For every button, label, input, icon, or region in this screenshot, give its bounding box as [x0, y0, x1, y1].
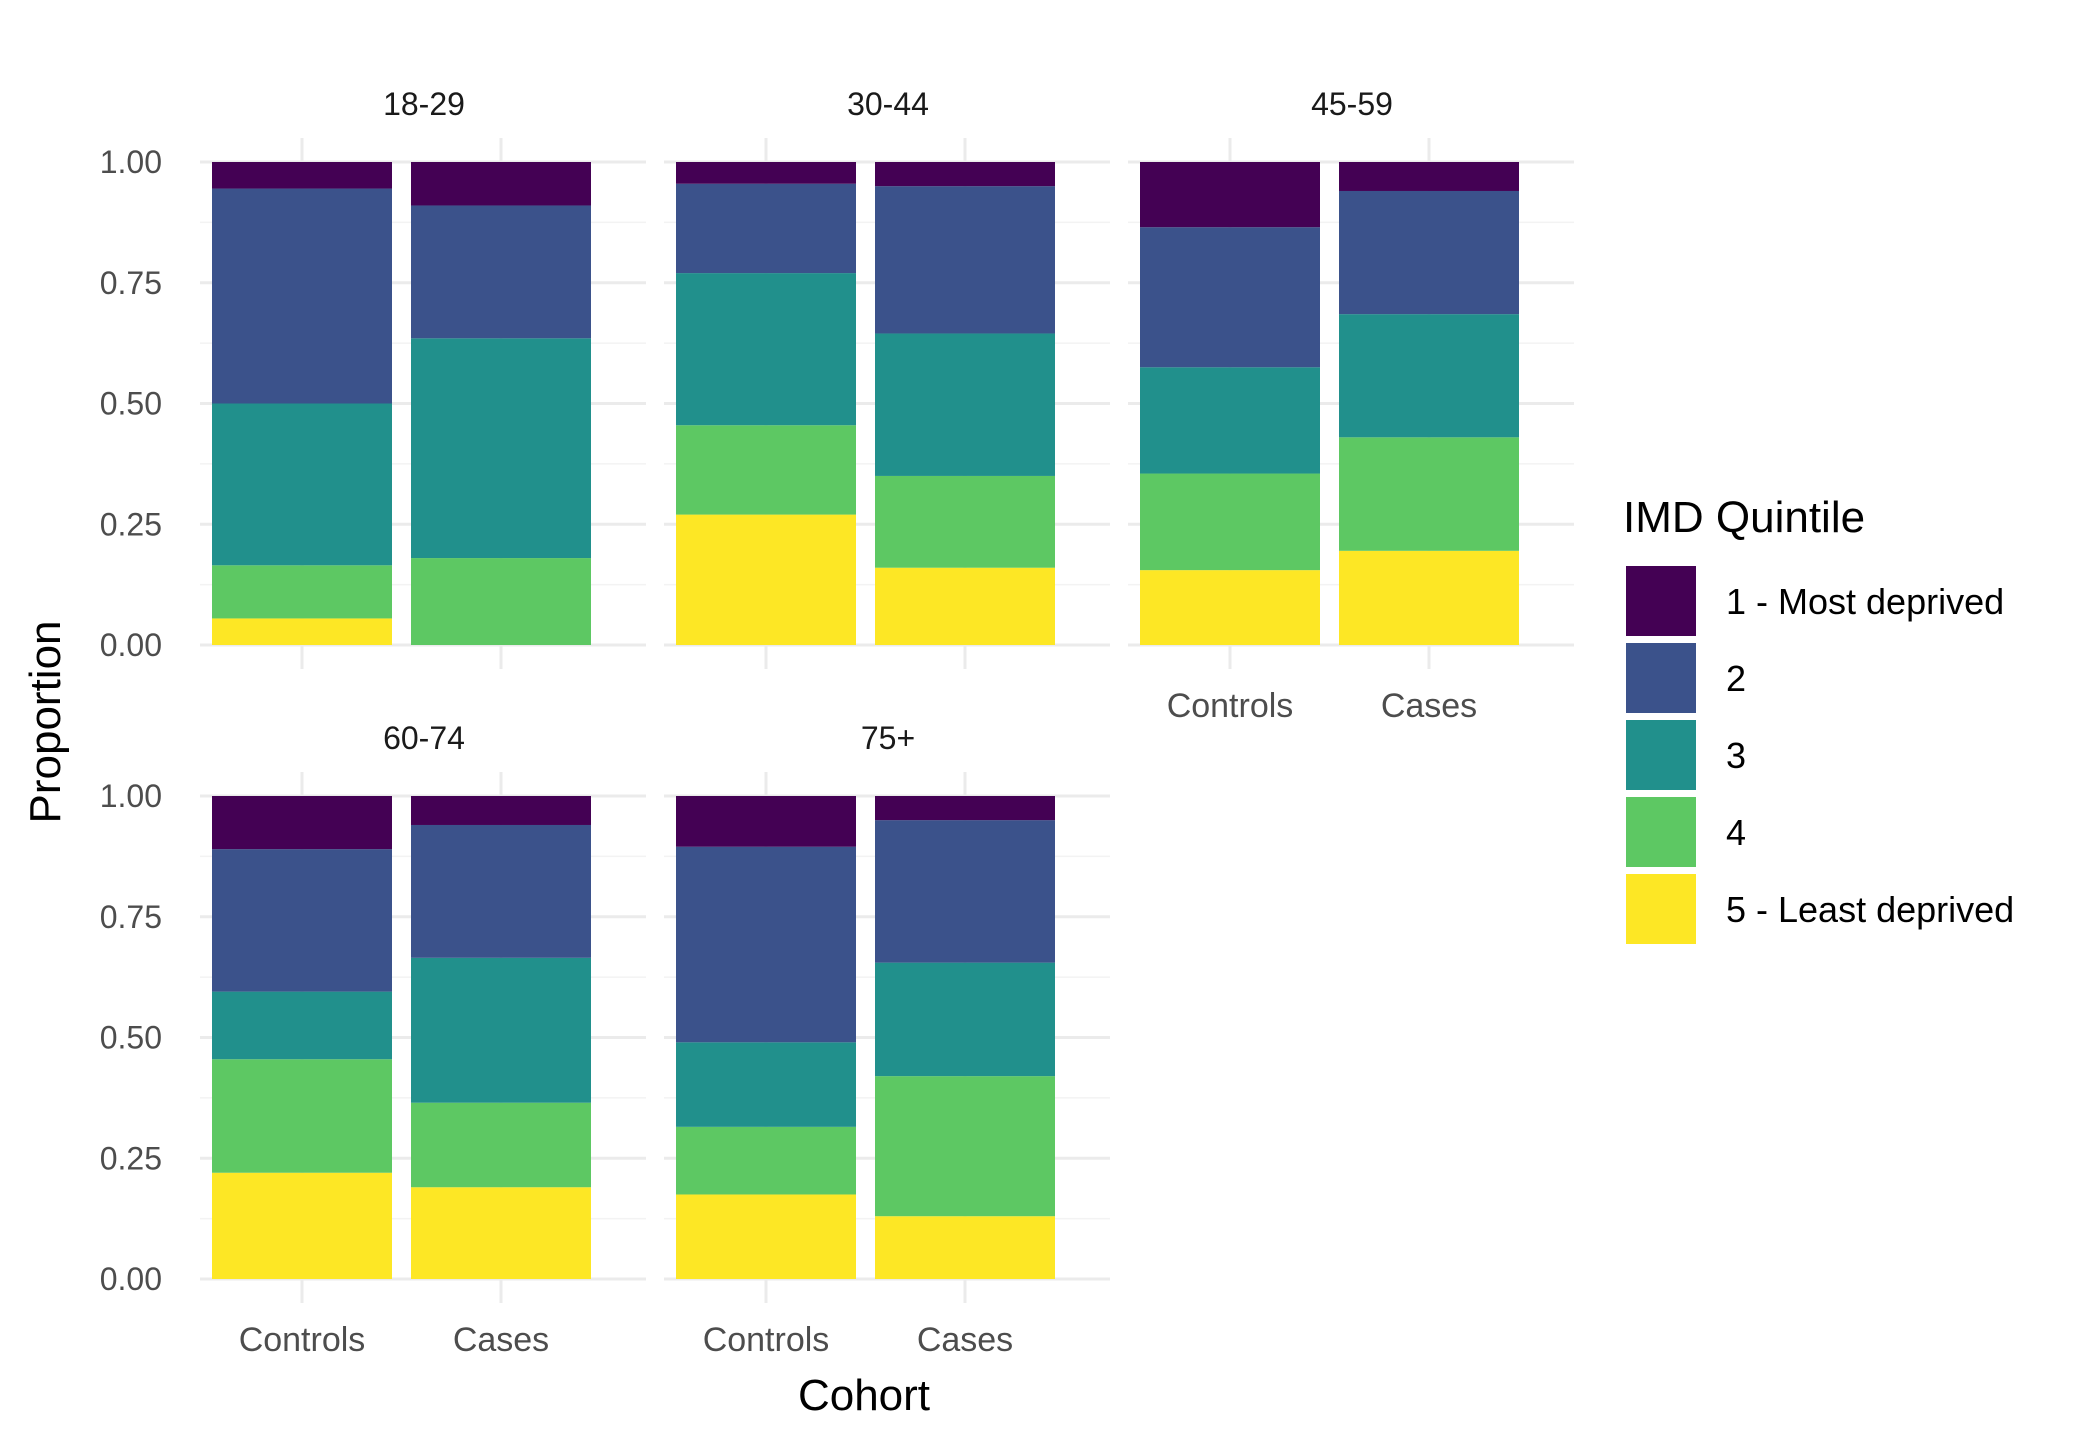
bar-segment-cases-q1 — [875, 796, 1055, 821]
bar-segment-cases-q2 — [411, 205, 591, 339]
bar-segment-cases-q4 — [1339, 437, 1519, 551]
bar-segment-cases-q2 — [411, 824, 591, 958]
legend-title: IMD Quintile — [1623, 493, 1865, 542]
legend-swatch — [1626, 797, 1696, 867]
facet-30-44: 30-44 — [664, 86, 1110, 669]
bar-segment-cases-q1 — [411, 796, 591, 825]
bar-segment-cases-q3 — [875, 962, 1055, 1077]
bar-segment-controls-q5 — [1140, 570, 1320, 645]
y-tick-label: 0.25 — [100, 1140, 162, 1176]
y-tick-label: 0.00 — [100, 627, 162, 663]
bar-segment-controls-q5 — [676, 514, 856, 645]
bar-segment-controls-q2 — [676, 846, 856, 1043]
bar-segment-controls-q2 — [676, 183, 856, 274]
y-tick-label: 0.25 — [100, 506, 162, 542]
legend-label: 2 — [1726, 658, 1746, 699]
legend-label: 5 - Least deprived — [1726, 889, 2014, 930]
bar-segment-cases-q4 — [411, 1102, 591, 1188]
bar-segment-controls-q4 — [676, 1126, 856, 1195]
y-tick-label: 0.75 — [100, 265, 162, 301]
bar-segment-controls-q1 — [676, 162, 856, 184]
bar-segment-controls-q3 — [676, 1042, 856, 1127]
x-tick-label: Cases — [453, 1321, 549, 1359]
bar-segment-controls-q3 — [676, 273, 856, 426]
bar-segment-cases-q3 — [411, 338, 591, 559]
bar-segment-controls-q2 — [1140, 227, 1320, 368]
bar-segment-controls-q4 — [212, 1059, 392, 1173]
x-tick-label: Controls — [703, 1321, 830, 1359]
facet-title: 45-59 — [1311, 86, 1393, 122]
x-axis-title: Cohort — [798, 1371, 930, 1420]
facet-75+: 75+ Controls Cases — [664, 720, 1110, 1359]
bar-segment-controls-q1 — [676, 796, 856, 847]
facet-title: 18-29 — [383, 86, 465, 122]
bar-segment-cases-q3 — [1339, 314, 1519, 438]
legend-label: 3 — [1726, 735, 1746, 776]
bar-segment-cases-q1 — [875, 162, 1055, 187]
bar-segment-controls-q1 — [212, 162, 392, 189]
facet-60-74: 60-74 0.00 0.25 0.50 0.75 1.00 Controls Cases — [100, 720, 646, 1359]
legend-swatch — [1626, 874, 1696, 944]
legend-label: 4 — [1726, 812, 1746, 853]
x-tick-label: Cases — [1381, 687, 1477, 725]
x-tick-label: Cases — [917, 1321, 1013, 1359]
x-tick-label: Controls — [239, 1321, 366, 1359]
facet-18-29: 18-29 0.00 0.25 0.50 0.75 1.00 — [100, 86, 646, 669]
y-tick-label: 0.50 — [100, 386, 162, 422]
y-axis-title: Proportion — [21, 620, 70, 823]
legend-swatch — [1626, 566, 1696, 636]
bar-segment-controls-q2 — [212, 849, 392, 992]
bar-segment-cases-q4 — [875, 475, 1055, 568]
y-tick-label: 0.75 — [100, 899, 162, 935]
bar-segment-controls-q1 — [1140, 162, 1320, 228]
bar-segment-cases-q5 — [875, 567, 1055, 645]
bar-segment-controls-q4 — [212, 565, 392, 619]
bar-segment-cases-q1 — [411, 162, 591, 206]
facet-45-59: 45-59 Controls Cases — [1128, 86, 1574, 725]
facets: 18-29 0.00 0.25 0.50 0.75 1.00 30-44 45-59 Contr… — [100, 86, 1574, 1359]
legend-label: 1 - Most deprived — [1726, 581, 2004, 622]
bar-segment-cases-q5 — [1339, 550, 1519, 645]
facet-title: 75+ — [861, 720, 915, 756]
bar-segment-controls-q3 — [212, 403, 392, 566]
x-tick-label: Controls — [1167, 687, 1294, 725]
bar-segment-controls-q5 — [676, 1194, 856, 1279]
bar-segment-cases-q2 — [875, 820, 1055, 963]
bar-segment-cases-q2 — [875, 186, 1055, 334]
y-tick-label: 0.00 — [100, 1261, 162, 1297]
bar-segment-controls-q2 — [212, 188, 392, 404]
bar-segment-cases-q5 — [411, 1187, 591, 1279]
legend-swatch — [1626, 643, 1696, 713]
bar-segment-cases-q4 — [411, 558, 591, 645]
bar-segment-cases-q4 — [875, 1076, 1055, 1217]
bar-segment-controls-q5 — [212, 1172, 392, 1279]
y-tick-label: 1.00 — [100, 778, 162, 814]
bar-segment-cases-q2 — [1339, 190, 1519, 315]
facet-title: 60-74 — [383, 720, 465, 756]
legend: IMD Quintile 1 - Most deprived 2 3 4 5 - Lea… — [1623, 493, 2014, 944]
bar-segment-controls-q4 — [1140, 473, 1320, 571]
facet-title: 30-44 — [847, 86, 929, 122]
bar-segment-controls-q3 — [1140, 367, 1320, 474]
bar-segment-controls-q5 — [212, 618, 392, 645]
bar-segment-cases-q3 — [875, 333, 1055, 476]
y-tick-label: 1.00 — [100, 144, 162, 180]
bar-segment-cases-q5 — [875, 1216, 1055, 1279]
legend-swatch — [1626, 720, 1696, 790]
bar-segment-cases-q1 — [1339, 162, 1519, 191]
bar-segment-controls-q4 — [676, 425, 856, 515]
bar-segment-controls-q1 — [212, 796, 392, 850]
bar-segment-cases-q3 — [411, 957, 591, 1103]
bar-segment-controls-q3 — [212, 991, 392, 1060]
y-tick-label: 0.50 — [100, 1020, 162, 1056]
